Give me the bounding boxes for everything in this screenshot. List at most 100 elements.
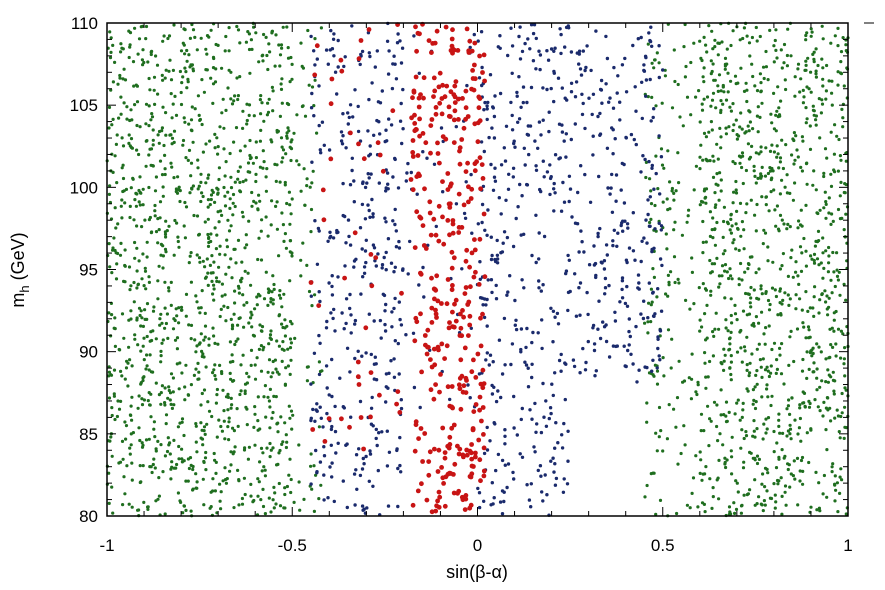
data-point xyxy=(191,67,195,71)
data-point xyxy=(169,303,173,307)
data-point xyxy=(307,83,311,87)
data-point xyxy=(516,120,520,125)
data-point xyxy=(244,40,248,44)
data-point xyxy=(338,376,342,380)
data-point xyxy=(471,409,477,414)
data-point xyxy=(829,419,833,423)
data-point xyxy=(802,236,806,241)
data-point xyxy=(701,75,705,79)
data-point xyxy=(181,511,185,515)
data-point xyxy=(404,179,408,183)
data-point xyxy=(190,63,194,67)
data-point xyxy=(384,302,388,307)
data-point xyxy=(178,199,182,204)
data-point xyxy=(445,277,451,282)
data-point xyxy=(207,343,211,347)
data-point xyxy=(201,194,205,199)
data-point xyxy=(128,358,132,362)
data-point xyxy=(283,334,287,338)
data-point xyxy=(741,401,745,405)
data-point xyxy=(392,357,396,361)
data-point xyxy=(753,478,757,482)
data-point xyxy=(827,211,831,215)
data-point xyxy=(221,479,225,483)
data-point xyxy=(144,164,148,168)
data-point xyxy=(468,396,472,400)
data-point xyxy=(681,124,685,128)
data-point xyxy=(815,211,819,215)
data-point xyxy=(824,202,828,206)
data-point xyxy=(299,274,303,278)
data-point xyxy=(215,136,219,140)
data-point xyxy=(280,442,284,446)
data-point xyxy=(814,118,818,122)
data-point xyxy=(240,502,245,506)
data-point xyxy=(710,98,715,102)
data-point xyxy=(366,27,372,32)
data-point xyxy=(107,471,111,475)
data-point xyxy=(694,390,698,394)
data-point xyxy=(164,250,168,254)
data-point xyxy=(733,74,738,78)
data-point xyxy=(244,233,248,237)
data-point xyxy=(370,197,374,202)
data-point xyxy=(822,171,826,175)
data-point xyxy=(394,77,399,81)
data-point xyxy=(280,359,284,363)
data-point xyxy=(317,360,321,364)
data-point xyxy=(563,96,567,100)
data-point xyxy=(804,121,808,125)
data-point xyxy=(553,191,557,195)
data-point xyxy=(183,120,187,124)
data-point xyxy=(397,410,403,415)
data-point xyxy=(220,66,224,70)
data-point xyxy=(456,191,462,197)
data-point xyxy=(715,172,719,176)
data-point xyxy=(804,33,808,38)
data-point xyxy=(312,464,316,468)
data-point xyxy=(431,286,437,292)
data-point xyxy=(173,94,177,98)
data-point xyxy=(717,73,722,77)
data-point xyxy=(519,350,523,354)
data-point xyxy=(676,462,680,466)
data-point xyxy=(136,52,140,56)
data-point xyxy=(788,427,793,431)
data-point xyxy=(137,426,141,430)
data-point xyxy=(660,263,664,268)
data-point xyxy=(684,298,688,302)
data-point xyxy=(634,109,638,113)
data-point xyxy=(229,186,234,190)
data-point xyxy=(476,486,480,491)
data-point xyxy=(836,26,840,30)
data-point xyxy=(433,111,439,117)
data-point xyxy=(371,215,375,219)
data-point xyxy=(581,346,585,351)
data-point xyxy=(773,288,777,292)
data-point xyxy=(184,205,189,209)
data-point xyxy=(574,314,579,318)
data-point xyxy=(199,172,203,176)
data-point xyxy=(504,124,509,128)
data-point xyxy=(266,110,271,114)
data-point xyxy=(539,474,543,478)
data-point xyxy=(160,321,164,325)
data-point xyxy=(469,250,475,256)
data-point xyxy=(529,505,533,509)
data-point xyxy=(209,239,213,244)
data-point xyxy=(114,226,118,230)
data-point xyxy=(812,370,816,374)
data-point xyxy=(229,396,233,400)
data-point xyxy=(780,342,784,346)
data-point xyxy=(642,63,646,67)
data-point xyxy=(533,450,537,454)
data-point xyxy=(762,499,767,503)
data-point xyxy=(598,87,603,92)
data-point xyxy=(357,447,361,451)
data-point xyxy=(202,459,206,464)
data-point xyxy=(580,92,584,97)
data-point xyxy=(288,239,293,243)
data-point xyxy=(187,261,191,265)
data-point xyxy=(615,244,619,248)
data-point xyxy=(178,361,182,365)
